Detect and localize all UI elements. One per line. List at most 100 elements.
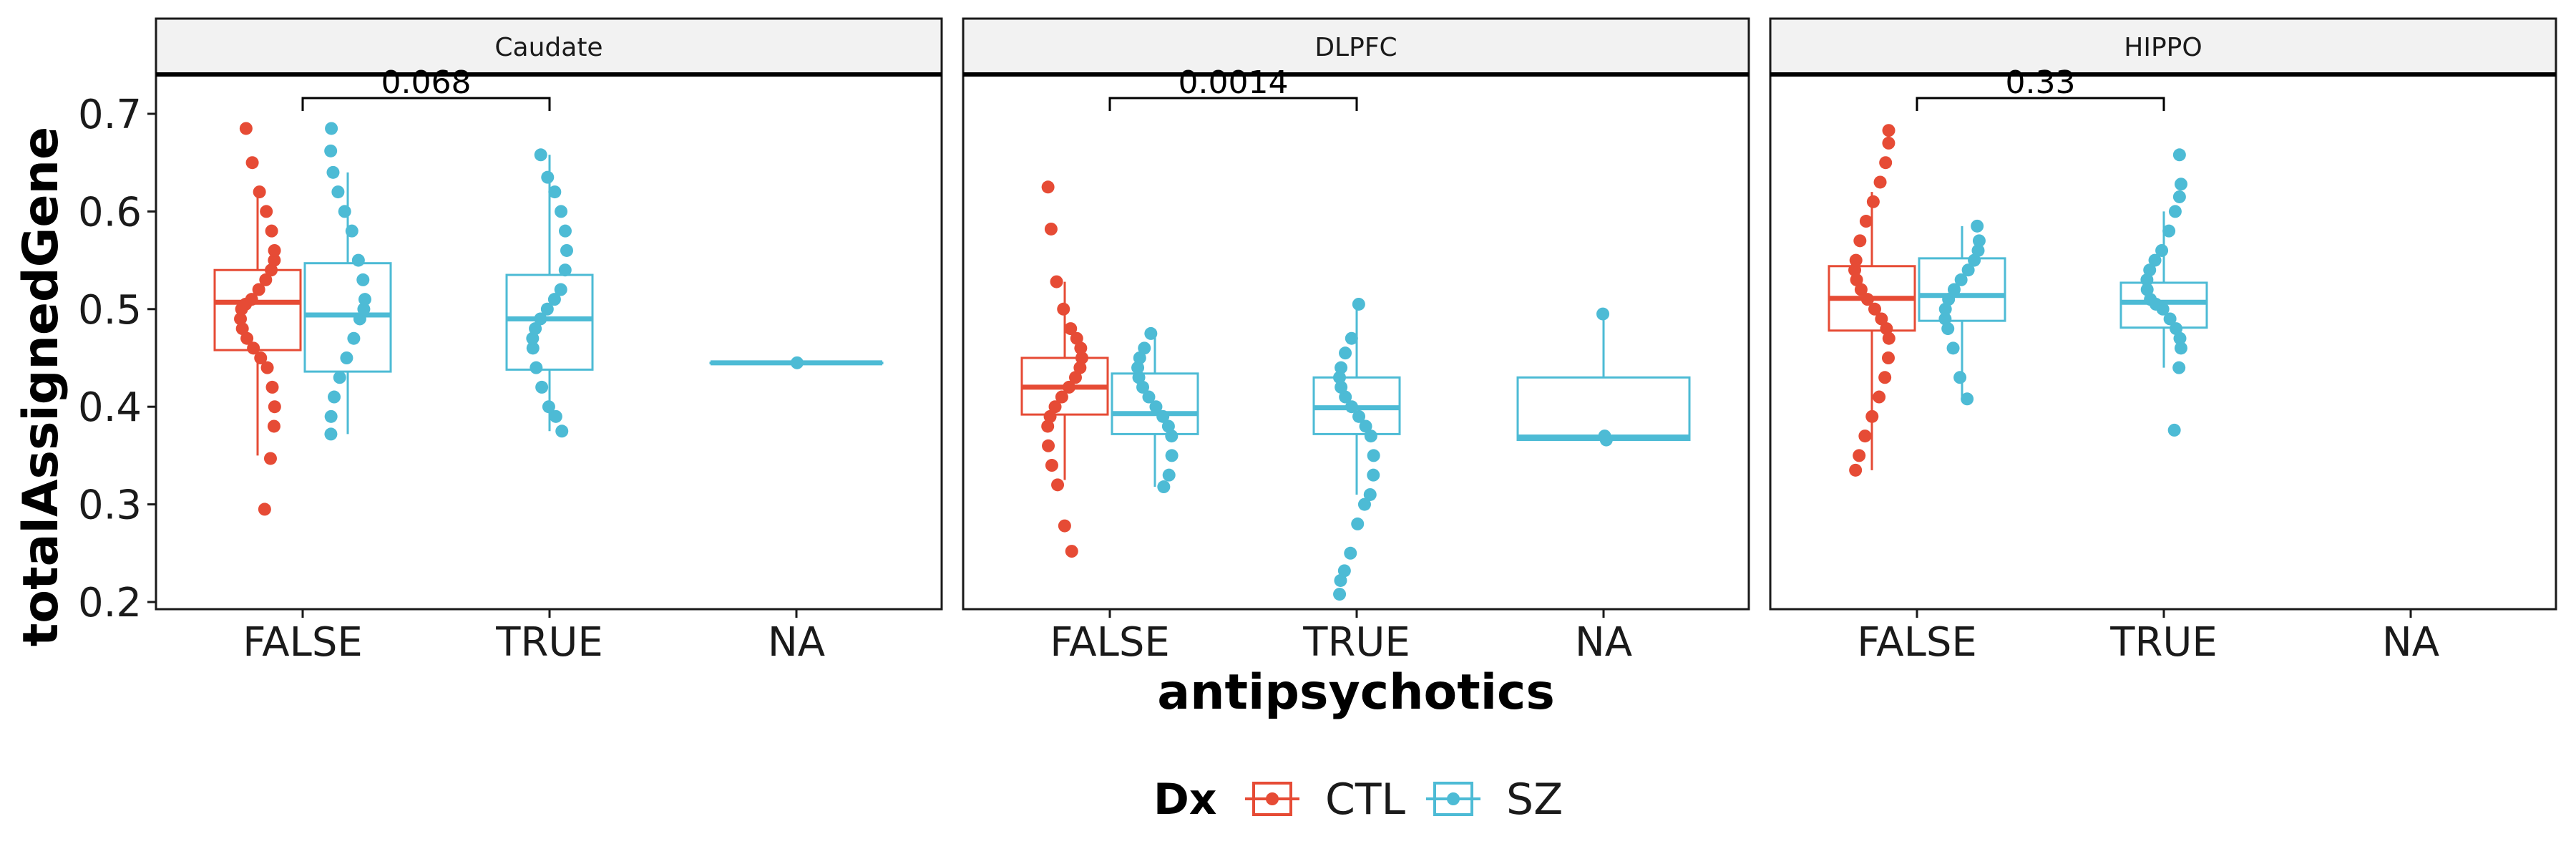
facet-panel-hippo: HIPPO FALSE TRUE NA 0.33: [1769, 17, 2557, 666]
data-point: [325, 122, 338, 135]
data-point: [1873, 175, 1887, 189]
data-point: [265, 380, 279, 394]
data-point: [534, 148, 547, 162]
data-point: [558, 224, 572, 238]
box-ctl-false: [213, 122, 302, 516]
data-point: [338, 205, 351, 218]
y-tick-label: 0.3: [78, 482, 142, 529]
data-point: [1364, 430, 1377, 443]
data-point: [1947, 283, 1961, 296]
data-point: [1131, 361, 1145, 374]
data-point: [260, 361, 274, 374]
box-body: [505, 273, 594, 371]
pvalue-bracket: [301, 97, 551, 111]
data-point: [268, 243, 281, 257]
data-point: [1363, 487, 1377, 501]
legend-item-ctl: CTL: [1245, 775, 1406, 825]
data-point: [253, 185, 266, 199]
data-point: [1041, 419, 1055, 433]
box-ctl-false: [1020, 180, 1109, 558]
y-tick-label: 0.2: [78, 580, 142, 626]
x-axis-title: antipsychotics: [1157, 664, 1555, 721]
data-point: [1972, 234, 1986, 248]
legend-key-point: [1447, 792, 1460, 805]
data-point: [234, 312, 248, 326]
data-point: [2155, 243, 2169, 257]
data-point: [1064, 322, 1078, 336]
data-point: [358, 293, 371, 306]
x-tick-label: FALSE: [243, 619, 363, 666]
data-point: [1946, 341, 1960, 355]
data-point: [2167, 423, 2181, 437]
data-point: [2163, 312, 2177, 326]
data-point: [263, 452, 277, 465]
data-point: [530, 361, 543, 374]
data-point: [333, 371, 346, 384]
data-point: [1042, 439, 1055, 452]
pvalue-label: 0.068: [381, 64, 472, 101]
data-point: [542, 400, 555, 414]
data-point: [235, 322, 249, 336]
data-point: [547, 293, 561, 306]
data-point: [2173, 331, 2187, 345]
facet-panel-dlpfc: DLPFC FALSE TRUE NA 0.0014: [962, 17, 1750, 666]
x-tick-label: NA: [2382, 619, 2439, 666]
data-point: [267, 419, 280, 433]
data-point: [558, 263, 572, 277]
data-point: [1961, 263, 1975, 277]
data-point: [239, 122, 253, 135]
data-point: [1961, 392, 1974, 406]
data-point: [324, 144, 338, 157]
data-point: [1849, 253, 1863, 267]
data-point: [1157, 480, 1171, 494]
data-point: [534, 312, 547, 326]
facet-strip-label: HIPPO: [2124, 33, 2202, 62]
data-point: [1882, 124, 1896, 137]
data-point: [1850, 273, 1863, 286]
data-point: [1849, 463, 1863, 477]
data-point: [1971, 243, 1985, 257]
data-point: [1339, 346, 1352, 360]
data-point: [345, 224, 358, 238]
data-point: [1853, 234, 1867, 248]
box-body: [1111, 372, 1199, 435]
data-point: [1065, 545, 1078, 558]
data-point: [357, 302, 371, 316]
data-point: [1132, 371, 1146, 384]
data-point: [1074, 341, 1088, 355]
data-point: [1942, 293, 1956, 306]
x-tick-label: TRUE: [2109, 619, 2218, 666]
legend-label: CTL: [1325, 775, 1406, 825]
data-point: [1070, 331, 1083, 345]
data-point: [268, 400, 281, 414]
data-point: [326, 165, 340, 179]
data-point: [1144, 326, 1158, 340]
box-ctl-false: [1828, 124, 1916, 477]
data-point: [548, 185, 562, 199]
data-point: [535, 380, 549, 394]
y-tick-label: 0.4: [78, 384, 142, 431]
data-point: [353, 312, 366, 326]
legend-item-sz: SZ: [1426, 775, 1563, 825]
data-point: [240, 331, 254, 345]
data-point: [1882, 331, 1896, 345]
data-point: [1041, 180, 1055, 194]
data-point: [265, 263, 278, 277]
y-axis: 0.2 0.3 0.4 0.5 0.6 0.7: [78, 92, 156, 626]
data-point: [328, 390, 341, 404]
data-point: [2175, 178, 2187, 191]
y-tick-label: 0.5: [78, 287, 142, 334]
data-point: [541, 170, 555, 184]
data-point: [245, 156, 259, 170]
data-point: [1878, 371, 1892, 384]
legend-title: Dx: [1153, 775, 1217, 825]
data-point: [1334, 573, 1347, 587]
data-point: [258, 503, 271, 516]
panels-layer: Caudate FALSE TRUE NA 0.068 DLPFC FALSE TRUE NA 0…: [155, 17, 2557, 666]
x-tick-label: TRUE: [495, 619, 603, 666]
facet-strip: [1769, 17, 2557, 76]
data-point: [1596, 307, 1610, 321]
facet-strip-label: Caudate: [494, 33, 602, 62]
data-point: [1875, 312, 1888, 326]
data-point: [260, 205, 273, 218]
